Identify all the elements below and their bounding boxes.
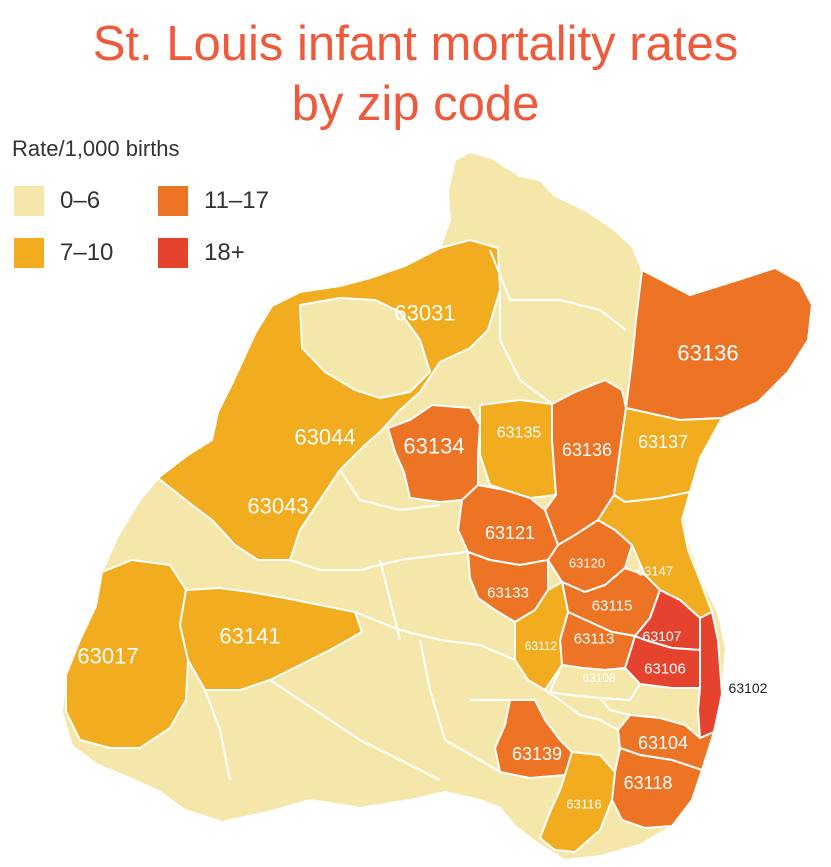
zip-label: 63107 bbox=[643, 628, 682, 644]
zip-label: 63108 bbox=[582, 671, 616, 685]
zip-label: 63141 bbox=[219, 624, 280, 649]
zip-label: 63102 bbox=[729, 680, 768, 696]
region-63031-63044-63043 bbox=[156, 238, 502, 561]
zip-label: 63106 bbox=[644, 661, 686, 678]
zip-label: 63137 bbox=[638, 432, 688, 452]
legend-swatch bbox=[158, 186, 188, 216]
zip-boundaries bbox=[204, 249, 631, 781]
zip-label: 63121 bbox=[485, 523, 535, 543]
zip-label: 63147 bbox=[637, 564, 673, 579]
region-63141 bbox=[178, 586, 364, 691]
region-light-pocket bbox=[298, 296, 432, 400]
zip-label: 63112 bbox=[525, 639, 558, 653]
zip-label: 63113 bbox=[574, 631, 615, 648]
title-line-1: St. Louis infant mortality rates bbox=[92, 17, 739, 71]
zip-label: 63139 bbox=[512, 744, 562, 764]
legend-item-7-10: 7–10 bbox=[14, 238, 113, 268]
region-63108 bbox=[548, 663, 642, 702]
zip-label: 63104 bbox=[638, 733, 688, 753]
legend-label: 7–10 bbox=[60, 239, 114, 266]
map-title: St. Louis infant mortality rates by zip … bbox=[0, 14, 831, 134]
zip-label: 63134 bbox=[403, 434, 464, 459]
zip-label: 63116 bbox=[566, 797, 601, 812]
zip-label: 63136 bbox=[677, 341, 738, 366]
region-63135 bbox=[479, 398, 558, 500]
region-63116 bbox=[538, 750, 617, 854]
legend-title: Rate/1,000 births bbox=[12, 136, 180, 161]
legend-item-11-17: 11–17 bbox=[158, 186, 269, 216]
legend-label: 11–17 bbox=[204, 187, 269, 214]
region-63136-north bbox=[624, 266, 814, 422]
zip-label: 63044 bbox=[294, 425, 355, 450]
legend-swatch bbox=[14, 238, 44, 268]
zip-label: 63017 bbox=[77, 644, 138, 669]
legend-label: 18+ bbox=[204, 239, 245, 266]
zip-label: 63120 bbox=[569, 556, 605, 571]
zip-labels: 63031 63136 63044 63134 63135 63136 6313… bbox=[77, 301, 767, 812]
zip-label: 63115 bbox=[592, 598, 633, 615]
legend-item-0-6: 0–6 bbox=[14, 186, 100, 216]
title-line-2: by zip code bbox=[291, 77, 540, 131]
zip-label: 63118 bbox=[624, 773, 673, 793]
legend-item-18-plus: 18+ bbox=[158, 238, 245, 268]
zip-label: 63133 bbox=[487, 585, 529, 602]
zip-label: 63043 bbox=[247, 494, 308, 519]
region-63137 bbox=[612, 406, 724, 504]
zip-label: 63135 bbox=[497, 425, 542, 442]
legend-label: 0–6 bbox=[60, 187, 101, 214]
region-63017 bbox=[65, 558, 190, 749]
zip-label: 63136 bbox=[562, 440, 612, 460]
legend-swatch bbox=[14, 186, 44, 216]
legend-swatch bbox=[158, 238, 188, 268]
zip-label: 63031 bbox=[394, 301, 455, 326]
